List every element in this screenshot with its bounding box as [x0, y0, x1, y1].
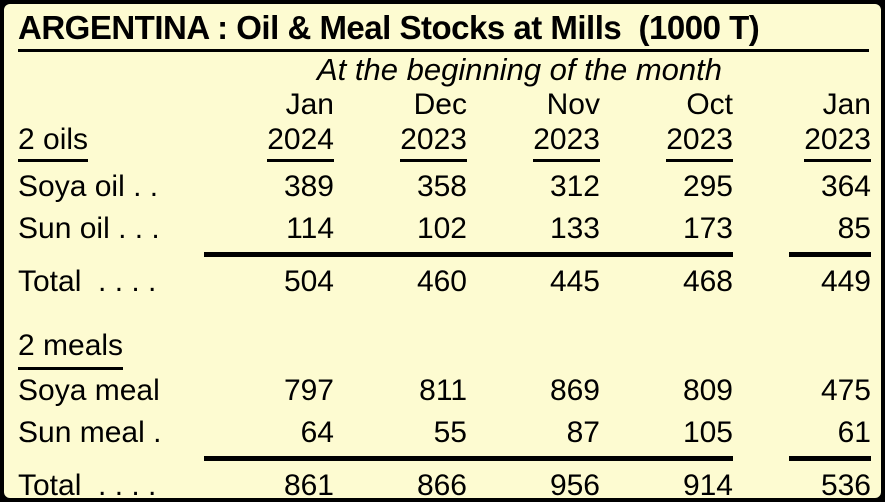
- value-cell: 55: [433, 416, 467, 449]
- value-cell: 295: [682, 170, 733, 203]
- value-cell: 866: [416, 469, 467, 502]
- value-cell: 173: [682, 212, 733, 245]
- row-label: Soya meal: [18, 374, 160, 407]
- value-cell: 312: [549, 170, 600, 203]
- value-cell: 811: [419, 374, 467, 407]
- value-cell: 809: [682, 374, 733, 407]
- table-row-total-oils: Total . . . . 504 460 445 468 449: [18, 262, 881, 302]
- table-row-sun-oil: Sun oil . . . 114 102 133 173 85: [18, 208, 881, 250]
- col-header-year: 2024: [204, 122, 334, 166]
- value-cell: 61: [837, 416, 871, 449]
- table-row-sun-meal: Sun meal . 64 55 87 105 61: [18, 412, 881, 454]
- row-label: Soya oil . .: [18, 170, 159, 203]
- col-header-year: 2023: [600, 122, 733, 166]
- value-cell: 475: [820, 374, 871, 407]
- value-cell: 449: [820, 265, 871, 298]
- col-header-month: Nov: [546, 88, 600, 121]
- value-cell: 861: [283, 469, 334, 502]
- value-cell: 87: [566, 416, 600, 449]
- value-cell: 105: [682, 416, 733, 449]
- table-row-total-meals: Total . . . . 861 866 956 914 536: [18, 466, 881, 502]
- table-row-soya-meal: Soya meal 797 811 869 809 475: [18, 370, 881, 412]
- value-cell: 389: [283, 170, 334, 203]
- section-heading-meals: 2 meals: [18, 326, 204, 370]
- total-rule-short: [789, 252, 871, 257]
- row-label: Total . . . .: [18, 265, 157, 298]
- total-rule-long: [204, 252, 733, 257]
- value-cell: 358: [416, 170, 467, 203]
- col-header-month: Jan: [285, 88, 334, 121]
- value-cell: 445: [549, 265, 600, 298]
- value-cell: 102: [416, 212, 467, 245]
- value-cell: 468: [682, 265, 733, 298]
- value-cell: 114: [286, 212, 334, 245]
- total-rule-long: [204, 456, 733, 461]
- total-rule-meals: [18, 454, 881, 466]
- value-cell: 869: [549, 374, 600, 407]
- year-header-row: 2 oils 2024 2023 2023 2023 2023: [18, 122, 881, 166]
- col-header-year: 2023: [733, 122, 871, 166]
- page-title: ARGENTINA : Oil & Meal Stocks at Mills (…: [18, 10, 869, 52]
- section-heading-row-meals: 2 meals: [18, 326, 881, 370]
- value-cell: 914: [682, 469, 733, 502]
- value-cell: 504: [283, 265, 334, 298]
- table-subtitle: At the beginning of the month: [316, 52, 722, 87]
- section-gap: [18, 302, 881, 326]
- col-header-year: 2023: [467, 122, 600, 166]
- total-rule-short: [789, 456, 871, 461]
- row-label: Sun oil . . .: [18, 212, 160, 245]
- col-header-month: Jan: [822, 88, 871, 121]
- value-cell: 956: [549, 469, 600, 502]
- value-cell: 64: [300, 416, 334, 449]
- section-heading-oils: 2 oils: [18, 122, 204, 166]
- value-cell: 364: [820, 170, 871, 203]
- value-cell: 460: [416, 265, 467, 298]
- month-header-row: Jan Dec Nov Oct Jan: [18, 88, 881, 122]
- total-rule-oils: [18, 250, 881, 262]
- row-label: Sun meal .: [18, 416, 162, 449]
- col-header-month: Dec: [413, 88, 467, 121]
- col-header-year: 2023: [334, 122, 467, 166]
- row-label: Total . . . .: [18, 469, 157, 502]
- value-cell: 536: [820, 469, 871, 502]
- value-cell: 133: [549, 212, 600, 245]
- col-header-month: Oct: [686, 88, 733, 121]
- table-row-soya-oil: Soya oil . . 389 358 312 295 364: [18, 166, 881, 208]
- value-cell: 85: [837, 212, 871, 245]
- value-cell: 797: [283, 374, 334, 407]
